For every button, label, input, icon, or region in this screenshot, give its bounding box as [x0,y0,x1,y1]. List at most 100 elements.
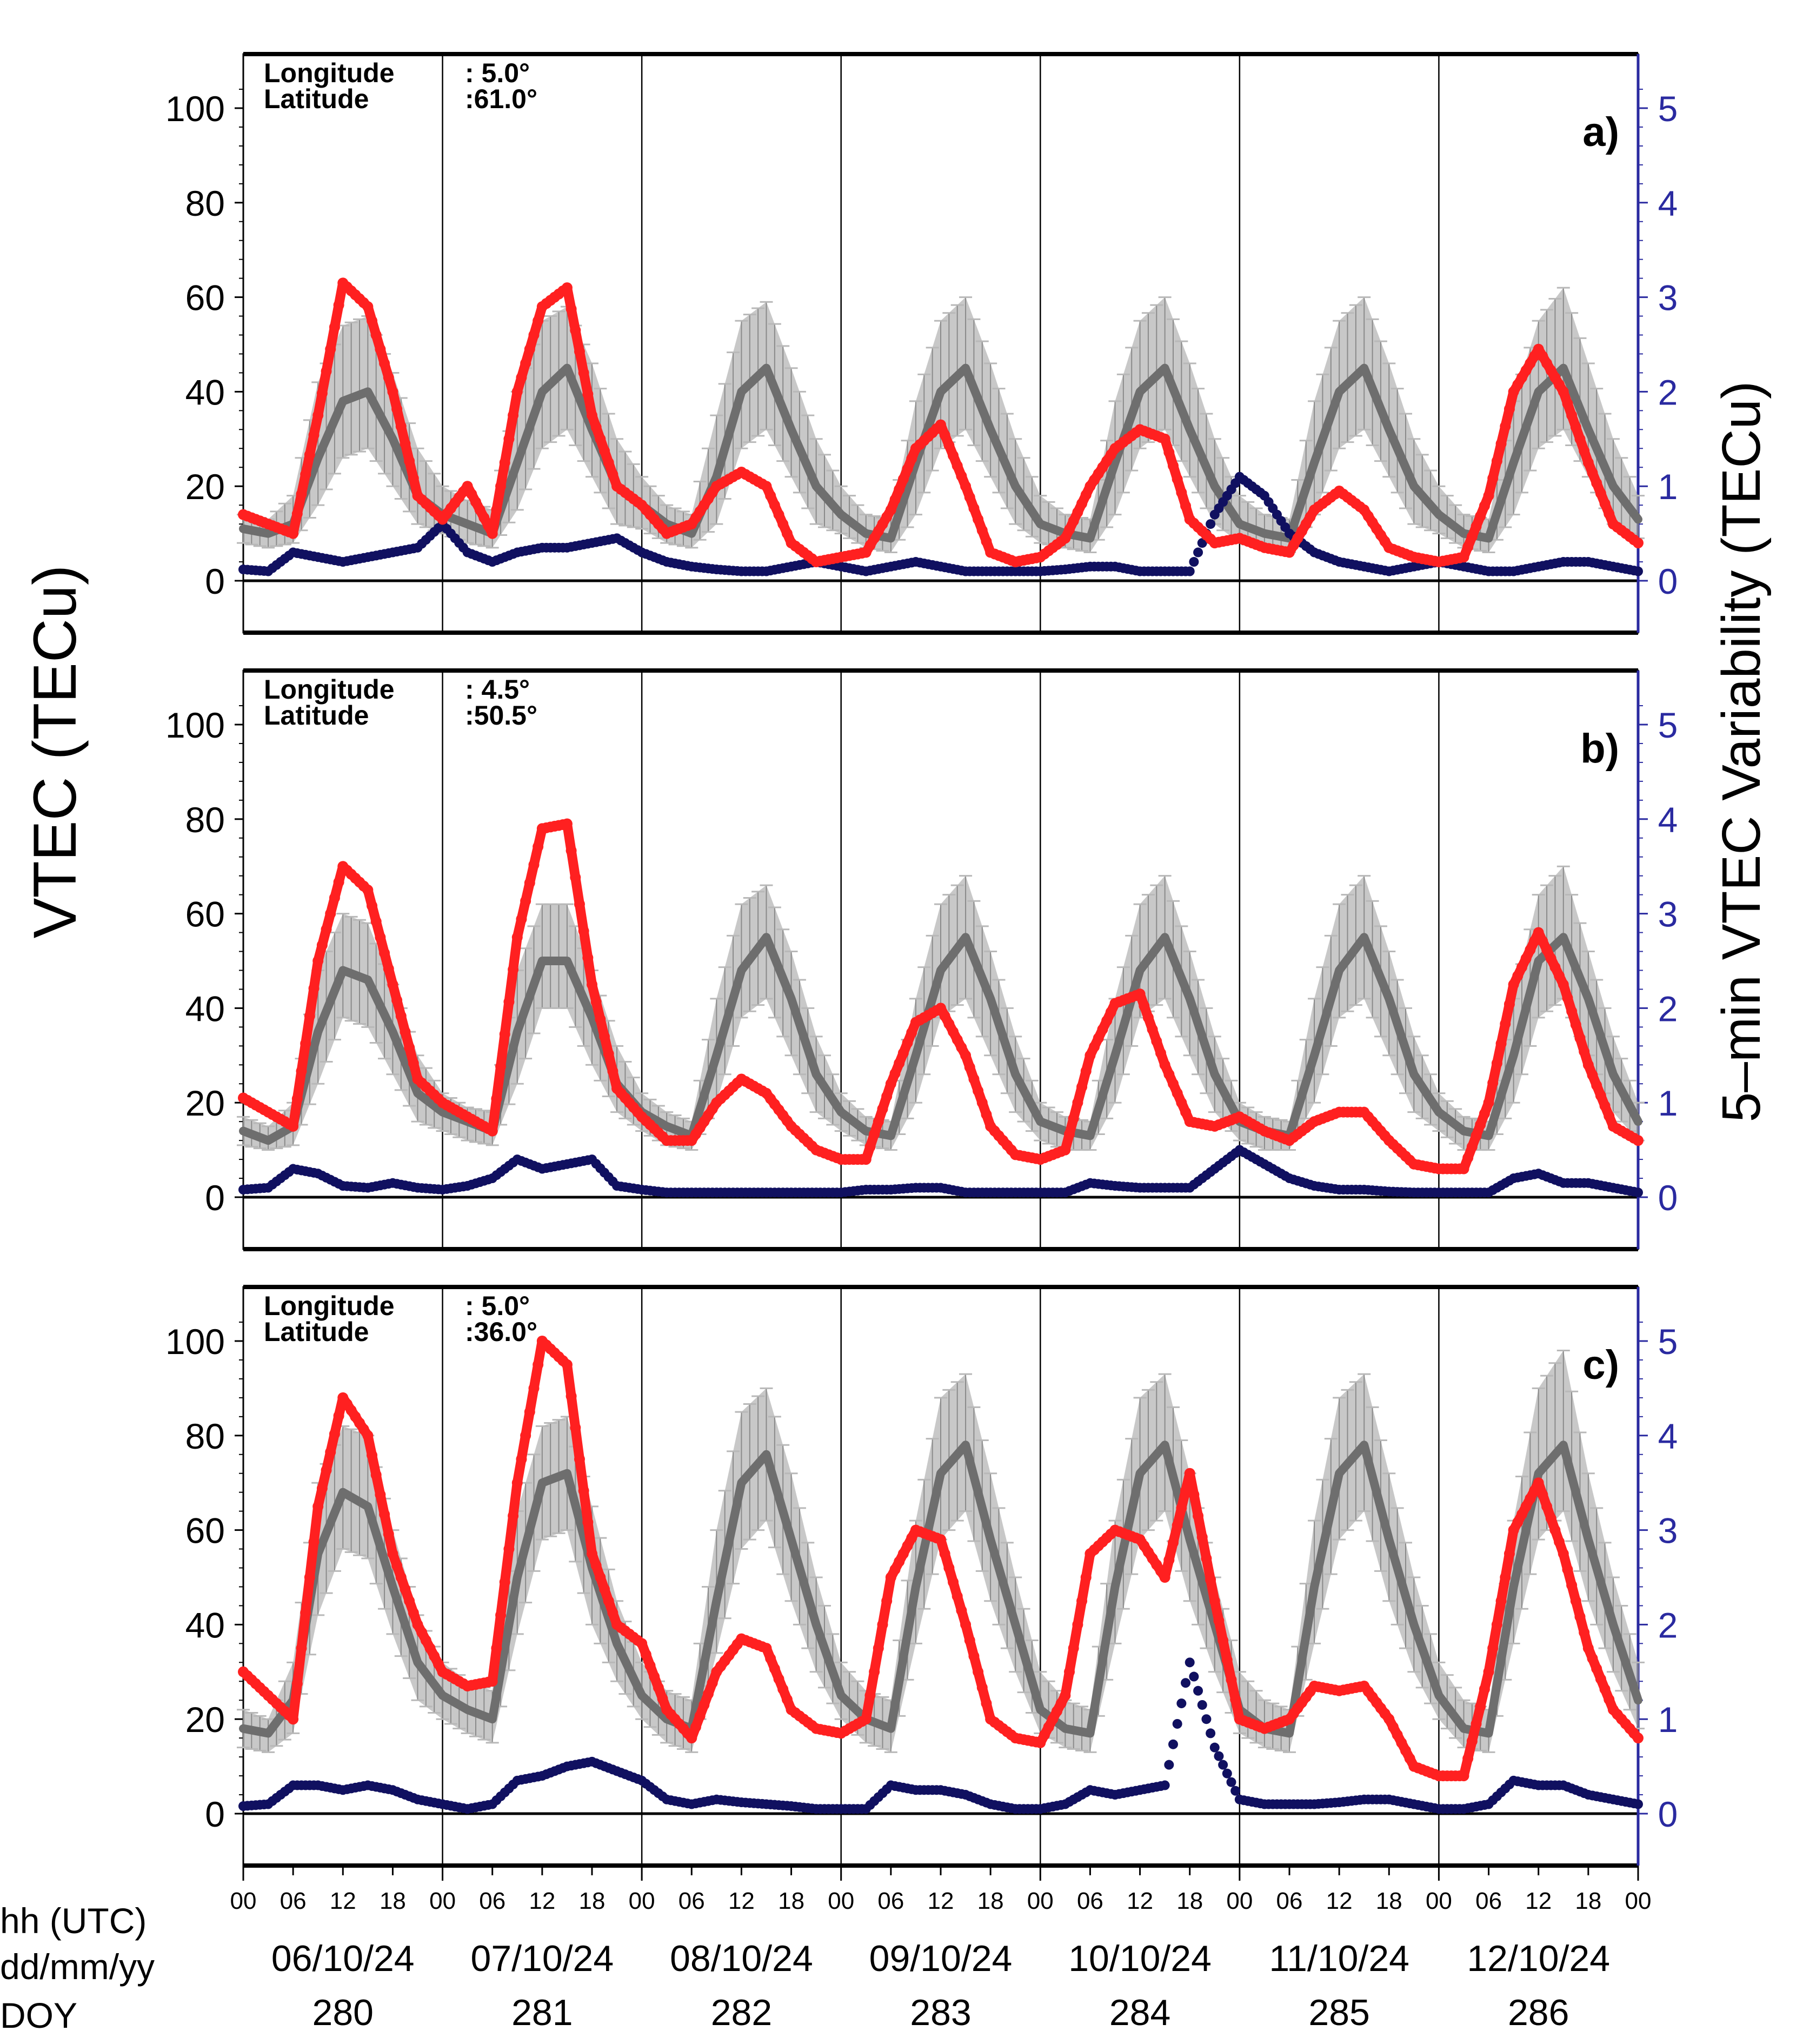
latitude-value: :36.0° [465,1317,537,1347]
observed-vtec-point [1064,1666,1075,1677]
observed-vtec-point [362,884,374,895]
observed-vtec-point [370,329,382,341]
observed-vtec-point [375,1489,386,1501]
observed-vtec-point [698,1699,710,1710]
observed-vtec-point [1554,970,1565,981]
observed-vtec-point [582,1517,594,1528]
observed-vtec-point [316,1483,328,1494]
observed-vtec-point [296,1065,307,1077]
right-tick-label: 0 [1658,1794,1678,1834]
variability-point [1189,557,1199,567]
observed-vtec-point [1205,1574,1216,1585]
doy-label: 280 [312,1992,374,2033]
observed-vtec-point [765,1653,776,1664]
observed-vtec-point [956,1605,967,1616]
observed-vtec-point [881,1091,893,1102]
observed-vtec-point [291,1093,303,1104]
observed-vtec-point [781,1694,793,1705]
observed-vtec-point [321,366,332,377]
observed-vtec-point [1064,524,1075,535]
climatology-mean-line [239,1441,1642,1738]
observed-vtec-point [1595,1673,1606,1684]
left-tick-label: 100 [165,705,225,745]
observed-vtec-point [877,1103,888,1114]
observed-vtec-point [1579,1627,1590,1638]
observed-vtec-point [508,1510,519,1522]
observed-vtec-point [1172,1087,1183,1099]
observed-vtec-point [1491,1619,1502,1630]
observed-vtec-point [1221,1654,1233,1665]
observed-vtec-point [1483,490,1494,501]
variability-point [1168,1739,1178,1749]
observed-vtec-point [582,388,594,400]
observed-vtec-point [1574,1032,1586,1044]
observed-vtec-point [1529,935,1540,947]
right-axis-label: 5–min VTEC Variability (TECu) [1711,381,1772,1123]
observed-vtec-point [379,357,390,369]
variability-point [1230,1786,1241,1796]
left-tick-label: 80 [185,183,225,223]
observed-vtec-point [595,1013,606,1025]
observed-vtec-point [769,500,780,511]
observed-vtec-point [873,1643,884,1654]
observed-vtec-point [1520,953,1532,964]
observed-vtec-point [1566,1580,1578,1591]
observed-vtec-point [499,1576,510,1588]
observed-vtec-point [570,872,581,883]
observed-vtec-point [1101,1015,1113,1026]
right-tick-label: 4 [1658,800,1678,840]
observed-vtec-point [599,1583,610,1595]
observed-vtec-point [1582,1059,1594,1071]
observed-vtec-point [533,315,544,327]
observed-vtec-point [976,1682,988,1693]
observed-vtec-point [503,1543,515,1555]
left-tick-label: 0 [205,1794,225,1834]
observed-vtec-point [1479,500,1490,512]
observed-vtec-point [1076,498,1088,509]
observed-vtec-point [1085,1050,1096,1061]
variability-point [1193,547,1203,558]
observed-vtec-point [981,1109,992,1120]
right-tick-label: 0 [1658,561,1678,601]
observed-vtec-point [1068,515,1079,527]
hour-tick-label: 06 [479,1888,505,1914]
observed-vtec-point [1500,421,1511,432]
hh-utc-label: hh (UTC) [0,1901,147,1941]
hour-tick-label: 18 [1376,1888,1402,1914]
observed-vtec-point [367,315,378,327]
observed-vtec-point [325,343,336,355]
hour-tick-label: 12 [728,1888,755,1914]
observed-vtec-point [968,1073,980,1085]
observed-vtec-point [1512,970,1523,981]
observed-vtec-point [291,508,303,520]
right-tick-label: 1 [1658,467,1678,507]
observed-vtec-point [1495,1595,1507,1607]
observed-vtec-point [1180,1106,1192,1118]
hour-tick-label: 00 [1027,1888,1054,1914]
observed-vtec-point [1466,1141,1478,1152]
observed-vtec-point [1155,1047,1166,1059]
observed-vtec-point [1068,1643,1079,1654]
observed-vtec-point [520,357,531,369]
observed-vtec-point [533,1359,544,1370]
observed-vtec-point [1475,1119,1486,1130]
observed-vtec-point [1072,507,1083,518]
observed-vtec-point [1587,1653,1598,1664]
left-tick-label: 80 [185,1416,225,1456]
observed-vtec-point [607,469,618,480]
observed-vtec-point [773,509,784,520]
observed-vtec-point [1503,403,1515,415]
observed-vtec-point [574,1454,585,1465]
right-tick-label: 1 [1658,1700,1678,1740]
observed-vtec-point [1487,473,1499,484]
observed-vtec-point [1462,1753,1474,1764]
observed-vtec-point [1159,1059,1170,1071]
latitude-value: :50.5° [465,700,537,731]
observed-vtec-point [939,1548,950,1559]
observed-vtec-point [1503,999,1515,1010]
observed-vtec-point [939,429,950,441]
observed-vtec-point [1479,1683,1490,1695]
observed-vtec-point [590,996,602,1007]
hour-tick-label: 18 [977,1888,1004,1914]
